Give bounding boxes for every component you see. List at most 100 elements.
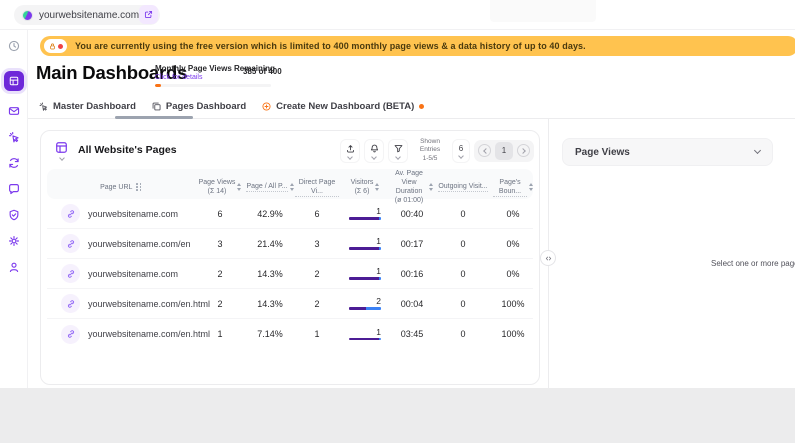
table-row[interactable]: yourwebsitename.com/en.html17.14%1103:45… bbox=[47, 319, 533, 349]
cell-page-url: yourwebsitename.com bbox=[47, 204, 195, 223]
metric-select-value: Page Views bbox=[575, 147, 630, 158]
page-size-selector[interactable]: 6 bbox=[452, 139, 470, 163]
metric-select[interactable]: Page Views bbox=[562, 138, 773, 166]
cell-page-views: 2 bbox=[195, 299, 245, 309]
cell-page-url: yourwebsitename.com bbox=[47, 264, 195, 283]
cell-direct-page-views: 2 bbox=[295, 299, 339, 309]
cell-visitors: 2 bbox=[339, 297, 391, 310]
tab-create-new-dashboard[interactable]: Create New Dashboard (BETA) bbox=[261, 101, 424, 112]
column-label: Page / All P... bbox=[246, 182, 287, 192]
column-label: Direct Page Vi... bbox=[295, 178, 339, 197]
visitors-bar bbox=[349, 338, 381, 341]
link-icon bbox=[66, 239, 76, 249]
cell-outgoing-visitors: 0 bbox=[433, 329, 493, 339]
cell-bounce-rate: 0% bbox=[493, 269, 533, 279]
cell-page-views: 6 bbox=[195, 209, 245, 219]
external-link-icon bbox=[143, 9, 154, 20]
table-row[interactable]: yourwebsitename.com/en321.4%3100:1700% bbox=[47, 229, 533, 259]
shown-entries-label: Shown Entries bbox=[412, 138, 448, 155]
sidebar-item-account[interactable] bbox=[6, 259, 22, 275]
visitors-bar bbox=[349, 217, 381, 220]
column-header-outgoing-visit: Outgoing Visit... bbox=[433, 182, 493, 192]
chat-icon bbox=[7, 182, 21, 196]
tab-label: Master Dashboard bbox=[53, 101, 136, 112]
column-label: Page URL bbox=[100, 183, 132, 192]
sync-icon bbox=[7, 156, 21, 170]
banner-text: You are currently using the free version… bbox=[75, 41, 586, 51]
export-button[interactable] bbox=[340, 139, 360, 163]
link-icon[interactable] bbox=[61, 204, 80, 223]
page-url-text: yourwebsitename.com/en.html bbox=[88, 329, 210, 339]
previous-page-button[interactable] bbox=[478, 144, 491, 157]
sidebar-item-settings[interactable] bbox=[6, 233, 22, 249]
chevron-down-icon bbox=[458, 153, 464, 159]
table-row[interactable]: yourwebsitename.com214.3%2100:1600% bbox=[47, 259, 533, 289]
chevron-right-icon bbox=[520, 148, 526, 154]
chevron-down-icon bbox=[347, 154, 353, 160]
sidebar-item-inbox[interactable] bbox=[6, 103, 22, 119]
column-header-page-views[interactable]: Page Views(Σ 14) bbox=[195, 178, 245, 196]
tab-master-dashboard[interactable]: Master Dashboard bbox=[38, 101, 136, 112]
column-header-page-url[interactable]: Page URL bbox=[47, 183, 195, 192]
column-label: Page Views bbox=[199, 178, 236, 187]
alerts-button[interactable] bbox=[364, 139, 384, 163]
collapse-panel-button[interactable] bbox=[540, 250, 556, 266]
table-row[interactable]: yourwebsitename.com642.9%6100:4000% bbox=[47, 199, 533, 229]
visitors-bar bbox=[349, 247, 381, 250]
lock-badge bbox=[44, 39, 67, 53]
user-icon bbox=[7, 260, 21, 274]
link-icon[interactable] bbox=[61, 325, 80, 344]
cell-outgoing-visitors: 0 bbox=[433, 299, 493, 309]
column-header-direct-page-vi: Direct Page Vi... bbox=[295, 178, 339, 197]
sidebar-item-dashboards[interactable] bbox=[4, 71, 24, 91]
sort-icon[interactable] bbox=[237, 183, 241, 191]
column-header-page-all-p[interactable]: Page / All P... bbox=[245, 182, 295, 192]
open-site-button[interactable] bbox=[139, 5, 158, 24]
sort-icon[interactable] bbox=[290, 183, 294, 191]
sidebar-item-sessions[interactable] bbox=[6, 155, 22, 171]
sidebar-item-messages[interactable] bbox=[6, 181, 22, 197]
lock-icon bbox=[48, 42, 57, 51]
plus-circle-icon bbox=[261, 101, 272, 112]
collapse-horizontal-icon bbox=[544, 254, 553, 263]
table-type-selector[interactable] bbox=[54, 140, 69, 160]
cell-page-views: 2 bbox=[195, 269, 245, 279]
cell-direct-page-views: 6 bbox=[295, 209, 339, 219]
next-page-button[interactable] bbox=[517, 144, 530, 157]
shown-entries-value: 1-5/5 bbox=[412, 155, 448, 163]
table-title: All Website's Pages bbox=[78, 144, 177, 156]
site-selector-label: yourwebsitename.com bbox=[39, 10, 139, 21]
tab-pages-dashboard[interactable]: Pages Dashboard bbox=[151, 101, 246, 112]
quota-progress-fill bbox=[155, 84, 161, 87]
chevron-down-icon bbox=[754, 147, 761, 154]
link-icon bbox=[66, 329, 76, 339]
cell-avg-duration: 00:40 bbox=[391, 209, 433, 219]
sort-icon[interactable] bbox=[375, 183, 379, 191]
topbar: yourwebsitename.com bbox=[0, 0, 795, 30]
link-icon[interactable] bbox=[61, 294, 80, 313]
quota-value: 385 of 400 bbox=[243, 67, 282, 76]
cell-visitors: 1 bbox=[339, 328, 391, 341]
sidebar-item-history[interactable] bbox=[6, 38, 22, 54]
sort-icon[interactable] bbox=[529, 183, 533, 191]
cell-page-views: 1 bbox=[195, 329, 245, 339]
link-icon bbox=[66, 209, 76, 219]
filter-button[interactable] bbox=[388, 139, 408, 163]
link-icon[interactable] bbox=[61, 234, 80, 253]
page-url-text: yourwebsitename.com bbox=[88, 269, 178, 279]
sidebar-item-events[interactable] bbox=[6, 129, 22, 145]
current-page-button[interactable]: 1 bbox=[495, 142, 513, 160]
table-card-header: All Website's Pages Shown Entries 1-5/5 bbox=[41, 131, 539, 169]
link-icon[interactable] bbox=[61, 264, 80, 283]
column-settings-icon[interactable] bbox=[136, 183, 142, 191]
sidebar-item-privacy[interactable] bbox=[6, 207, 22, 223]
column-header-page-s-boun[interactable]: Page's Boun... bbox=[493, 178, 533, 197]
app: yourwebsitename.com You are currently us… bbox=[0, 0, 795, 443]
page-url-text: yourwebsitename.com bbox=[88, 209, 178, 219]
cell-outgoing-visitors: 0 bbox=[433, 209, 493, 219]
cell-page-url: yourwebsitename.com/en.html bbox=[47, 294, 195, 313]
table-row[interactable]: yourwebsitename.com/en.html214.3%2200:04… bbox=[47, 289, 533, 319]
cell-direct-page-views: 1 bbox=[295, 329, 339, 339]
column-header-visitors[interactable]: Visitors(Σ 6) bbox=[339, 178, 391, 196]
pages-icon bbox=[151, 101, 162, 112]
